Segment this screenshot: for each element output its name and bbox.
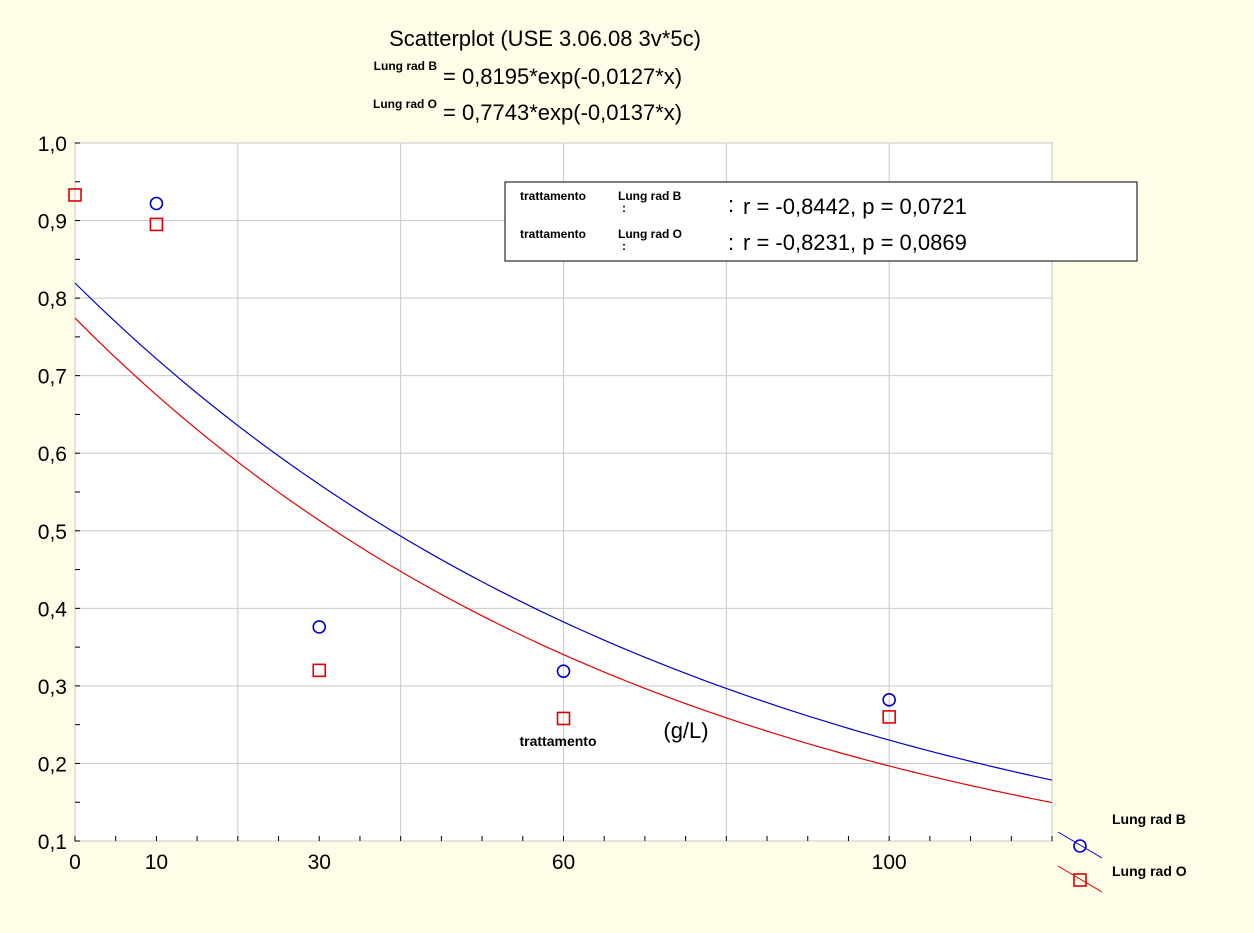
equation-b-label: Lung rad B — [374, 59, 438, 73]
point-lung-rad-b — [312, 620, 327, 634]
stats-b-prefix: trattamento — [520, 189, 586, 203]
x-tick-label: 10 — [145, 851, 168, 874]
x-tick-label: 30 — [308, 851, 331, 874]
y-tick-label: 0,6 — [38, 443, 67, 466]
x-axis-label: trattamento — [519, 733, 596, 749]
fit-curve-o — [74, 317, 1053, 804]
point-lung-rad-o — [882, 710, 896, 724]
point-lung-rad-b — [882, 693, 896, 707]
legend-b-label: Lung rad B — [1112, 811, 1186, 827]
y-tick-labels: 0,1 0,2 0,3 0,4 0,5 0,6 0,7 0,8 0,9 1,0 — [38, 133, 68, 854]
legend: Lung rad B Lung rad O — [1057, 811, 1187, 893]
fit-equation-b: Lung rad B = 0,8195*exp(-0,0127*x) — [374, 59, 682, 89]
stats-o-prefix: trattamento — [520, 227, 586, 241]
stats-b-colon-1: : — [622, 201, 626, 215]
x-tick-labels: 0 10 30 60 100 — [69, 851, 907, 874]
point-lung-rad-b — [556, 664, 571, 678]
legend-b-marker-icon — [1073, 839, 1087, 853]
y-tick-label: 0,3 — [38, 676, 67, 699]
stats-b-colon-2: : — [728, 192, 734, 217]
equation-o-text: = 0,7743*exp(-0,0137*x) — [443, 100, 682, 125]
stats-b-text: r = -0,8442, p = 0,0721 — [743, 194, 967, 219]
equation-o-label: Lung rad O — [373, 97, 437, 111]
point-lung-rad-o — [149, 217, 164, 232]
chart-title: Scatterplot (USE 3.06.08 3v*5c) — [389, 26, 701, 51]
y-tick-label: 0,2 — [38, 753, 67, 776]
y-tick-label: 0,8 — [38, 288, 67, 311]
point-lung-rad-o — [312, 663, 327, 678]
stats-box-frame — [504, 181, 1138, 262]
legend-o-marker-icon — [1073, 873, 1087, 887]
legend-o-line — [1057, 865, 1103, 893]
x-tick-label: 100 — [872, 851, 907, 874]
stats-b-series: Lung rad B — [618, 189, 682, 203]
minor-ticks — [74, 142, 1053, 842]
x-axis-unit: (g/L) — [663, 718, 708, 743]
stats-o-colon-1: : — [622, 239, 626, 253]
stats-o-series: Lung rad O — [618, 227, 682, 241]
point-lung-rad-b — [149, 196, 164, 211]
y-tick-label: 0,4 — [38, 598, 68, 621]
data-points — [68, 188, 896, 726]
x-tick-label: 60 — [552, 851, 575, 874]
fit-curve-b — [74, 282, 1053, 781]
fit-curves — [74, 282, 1053, 804]
point-lung-rad-o — [68, 188, 82, 202]
x-tick-label: 0 — [69, 851, 81, 874]
y-tick-label: 0,7 — [38, 366, 67, 389]
legend-o-label: Lung rad O — [1112, 863, 1187, 879]
y-tick-label: 0,5 — [38, 521, 67, 544]
legend-b-line — [1057, 831, 1103, 859]
y-tick-label: 1,0 — [38, 133, 67, 156]
point-lung-rad-o — [556, 711, 571, 726]
fit-equation-o: Lung rad O = 0,7743*exp(-0,0137*x) — [373, 97, 682, 125]
stats-o-colon-2: : — [728, 230, 734, 255]
stats-box: trattamento Lung rad B : : r = -0,8442, … — [504, 181, 1138, 262]
stats-o-text: r = -0,8231, p = 0,0869 — [743, 230, 967, 255]
equation-b-text: = 0,8195*exp(-0,0127*x) — [443, 64, 682, 89]
y-tick-label: 0,1 — [38, 831, 67, 854]
y-tick-label: 0,9 — [38, 211, 67, 234]
